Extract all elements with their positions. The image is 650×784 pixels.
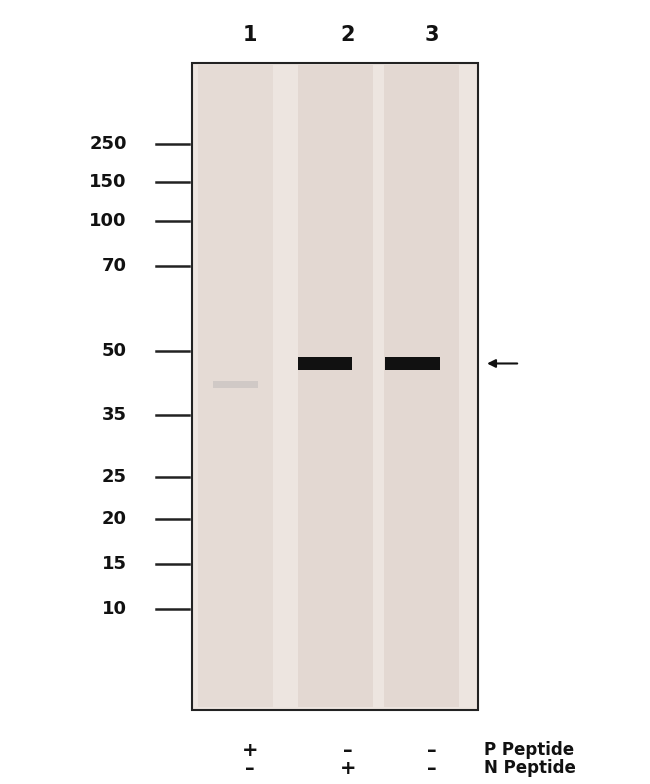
Text: N Peptide: N Peptide [484,760,576,777]
Text: P Peptide: P Peptide [484,742,575,759]
Text: 250: 250 [89,135,127,153]
Text: +: + [339,759,356,778]
Text: 15: 15 [102,555,127,573]
Text: 50: 50 [102,342,127,360]
Text: –: – [428,741,437,760]
Text: 100: 100 [89,212,127,230]
Text: +: + [242,741,259,760]
Text: 2: 2 [341,25,355,45]
Bar [198,65,272,707]
Text: 150: 150 [89,173,127,191]
Text: 35: 35 [102,406,127,424]
Text: 25: 25 [102,468,127,485]
Bar [192,63,478,710]
Bar [298,65,373,707]
Text: –: – [246,759,255,778]
Bar [213,380,258,388]
Text: 1: 1 [243,25,257,45]
Text: –: – [343,741,352,760]
Bar [384,65,459,707]
Text: 10: 10 [102,601,127,619]
Bar [385,358,440,370]
Text: 20: 20 [102,510,127,528]
Bar [298,358,352,370]
Text: –: – [428,759,437,778]
Text: 3: 3 [425,25,439,45]
Text: 70: 70 [102,257,127,275]
